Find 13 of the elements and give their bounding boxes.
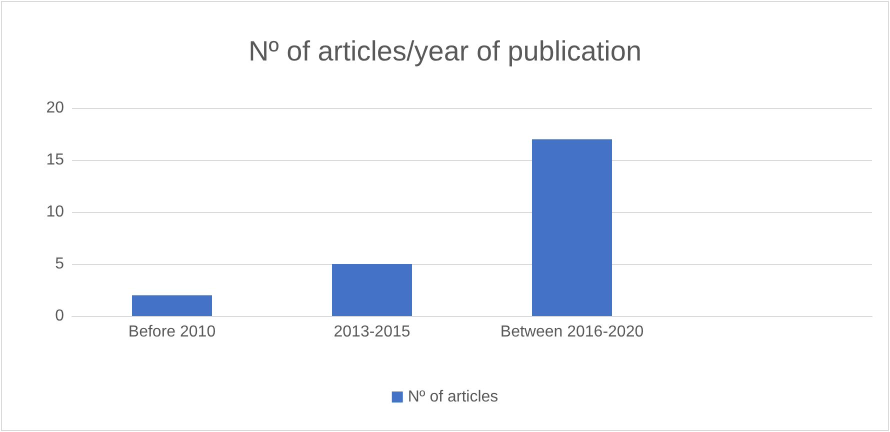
- y-tick-label: 15: [46, 152, 64, 168]
- x-tick-label: Between 2016-2020: [500, 324, 644, 340]
- legend-label: Nº of articles: [408, 388, 498, 406]
- x-tick-label: 2013-2015: [334, 324, 410, 340]
- chart-title: Nº of articles/year of publication: [248, 36, 642, 66]
- y-tick-label: 5: [55, 256, 64, 272]
- x-tick-label: Before 2010: [128, 324, 216, 340]
- bar: [532, 139, 612, 316]
- bar: [132, 295, 212, 316]
- y-tick-label: 10: [46, 204, 64, 220]
- bar: [332, 264, 412, 316]
- y-tick-label: 0: [55, 308, 64, 324]
- y-tick-label: 20: [46, 100, 64, 116]
